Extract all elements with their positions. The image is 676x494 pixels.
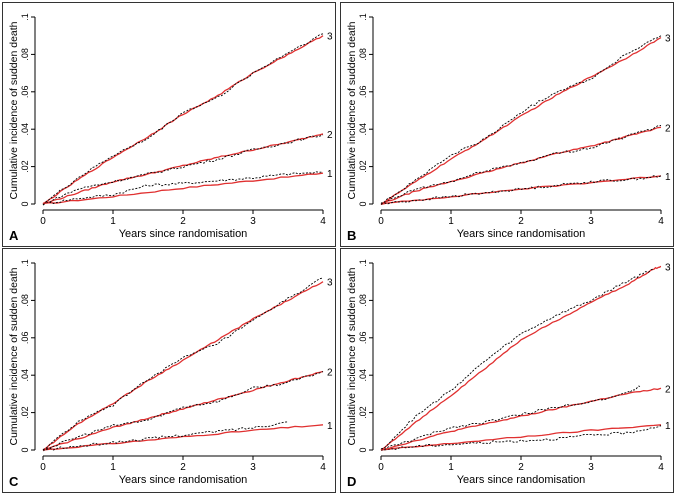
panel-d: 0 .02 .04 .06 .08 .1 0 1 2 3 4 Years since randomis… <box>340 248 674 493</box>
model-line-3 <box>42 281 324 451</box>
chart-c: 0 .02 .04 .06 .08 .1 0 1 2 3 4 Years since randomis… <box>8 259 333 486</box>
x-tick-label: 0 <box>40 216 46 227</box>
model-line-2 <box>380 126 662 205</box>
y-tick-label: .08 <box>358 48 368 61</box>
x-tick-label: 4 <box>320 462 326 473</box>
panel-c: 0 .02 .04 .06 .08 .1 0 1 2 3 4 Years since randomis… <box>2 248 336 493</box>
y-tick-label: .08 <box>358 294 368 307</box>
x-tick-label: 0 <box>378 216 384 227</box>
y-tick-label: .04 <box>358 369 368 382</box>
y-axis-title: Cumulative incidence of sudden death <box>8 267 20 445</box>
y-tick-label: 0 <box>358 201 368 206</box>
panel-letter: B <box>347 228 357 243</box>
y-axis-title: Cumulative incidence of sudden death <box>346 21 358 199</box>
x-tick-label: 1 <box>110 462 116 473</box>
model-line-3 <box>380 265 662 451</box>
curve-label-1: 1 <box>665 421 671 432</box>
x-axis-title: Years since randomisation <box>457 474 586 486</box>
y-tick-label: .02 <box>358 406 368 419</box>
y-tick-label: .08 <box>20 48 30 61</box>
curve-label-2: 2 <box>665 123 671 134</box>
x-tick-label: 4 <box>658 216 664 227</box>
curve-label-2: 2 <box>665 384 671 395</box>
y-tick-label: 0 <box>20 447 30 452</box>
x-tick-label: 3 <box>588 462 594 473</box>
observed-line-2 <box>380 385 641 451</box>
x-tick-label: 4 <box>320 216 326 227</box>
curve-label-1: 1 <box>327 421 333 432</box>
panel-letter: C <box>9 474 19 489</box>
y-tick-label: .1 <box>20 13 30 21</box>
observed-line-1 <box>380 175 662 205</box>
y-tick-label: .04 <box>20 369 30 382</box>
y-tick-label: .02 <box>20 406 30 419</box>
curve-label-3: 3 <box>327 278 333 289</box>
x-tick-label: 3 <box>250 462 256 473</box>
x-axis-title: Years since randomisation <box>119 228 248 240</box>
panel-a: 0 .02 .04 .06 .08 .1 0 1 2 3 4 Years since randomis… <box>2 2 336 247</box>
x-tick-label: 0 <box>378 462 384 473</box>
y-tick-label: .06 <box>20 332 30 345</box>
model-line-2 <box>42 133 324 205</box>
model-line-1 <box>380 424 662 451</box>
x-tick-label: 1 <box>110 216 116 227</box>
model-line-2 <box>380 387 662 452</box>
observed-line-1 <box>380 425 662 451</box>
y-tick-label: .04 <box>358 123 368 136</box>
x-tick-label: 2 <box>518 462 524 473</box>
y-tick-label: .08 <box>20 294 30 307</box>
observed-line-3 <box>42 33 324 206</box>
y-tick-label: .06 <box>358 86 368 99</box>
curve-label-1: 1 <box>327 169 333 180</box>
y-tick-label: .06 <box>20 86 30 99</box>
panel-letter: D <box>347 474 357 489</box>
x-axis-title: Years since randomisation <box>457 228 586 240</box>
y-tick-label: .02 <box>20 160 30 173</box>
observed-line-3 <box>380 35 662 205</box>
x-axis-title: Years since randomisation <box>119 474 248 486</box>
y-axis-title: Cumulative incidence of sudden death <box>8 21 20 199</box>
chart-d: 0 .02 .04 .06 .08 .1 0 1 2 3 4 Years since randomis… <box>346 259 671 486</box>
x-tick-label: 3 <box>588 216 594 227</box>
model-line-1 <box>42 172 324 205</box>
observed-line-1 <box>43 421 289 451</box>
y-tick-label: 0 <box>358 447 368 452</box>
x-tick-label: 3 <box>250 216 256 227</box>
chart-a: 0 .02 .04 .06 .08 .1 0 1 2 3 4 Years since randomis… <box>8 13 333 240</box>
y-tick-label: .02 <box>358 160 368 173</box>
observed-line-3 <box>380 268 655 450</box>
panel-b: 0 .02 .04 .06 .08 .1 0 1 2 3 4 Years since randomis… <box>340 2 674 247</box>
curve-label-2: 2 <box>327 130 333 141</box>
curve-label-3: 3 <box>665 34 671 45</box>
curve-label-3: 3 <box>665 263 671 274</box>
y-tick-label: .1 <box>358 13 368 21</box>
curve-label-2: 2 <box>327 367 333 378</box>
x-tick-label: 2 <box>180 216 186 227</box>
x-tick-label: 4 <box>658 462 664 473</box>
y-tick-label: 0 <box>20 201 30 206</box>
x-tick-label: 1 <box>448 462 454 473</box>
y-tick-label: .06 <box>358 332 368 345</box>
observed-line-2 <box>42 134 324 205</box>
panel-letter: A <box>9 228 19 243</box>
x-tick-label: 2 <box>180 462 186 473</box>
y-tick-label: .1 <box>358 259 368 267</box>
model-line-3 <box>42 35 324 205</box>
chart-b: 0 .02 .04 .06 .08 .1 0 1 2 3 4 Years since randomis… <box>346 13 671 240</box>
observed-line-2 <box>380 125 662 204</box>
y-axis-title: Cumulative incidence of sudden death <box>346 267 358 445</box>
x-tick-label: 2 <box>518 216 524 227</box>
observed-line-2 <box>42 371 324 452</box>
observed-line-1 <box>42 171 323 206</box>
curve-label-1: 1 <box>665 172 671 183</box>
model-line-3 <box>380 37 662 206</box>
y-tick-label: .1 <box>20 259 30 267</box>
y-tick-label: .04 <box>20 123 30 136</box>
model-line-2 <box>42 370 324 451</box>
observed-line-3 <box>42 277 324 451</box>
x-tick-label: 0 <box>40 462 46 473</box>
curve-label-3: 3 <box>327 32 333 43</box>
x-tick-label: 1 <box>448 216 454 227</box>
